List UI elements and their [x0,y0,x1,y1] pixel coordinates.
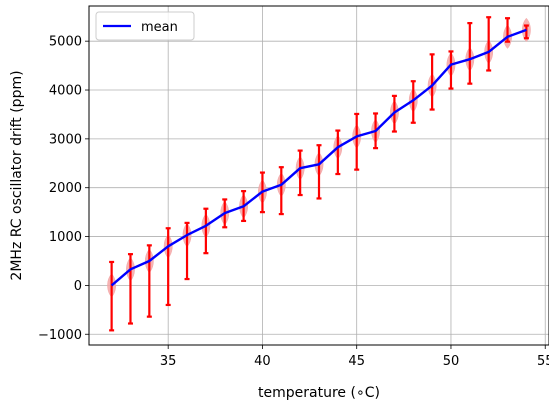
legend-label-mean: mean [141,20,178,35]
x-tick-label: 50 [443,354,460,369]
y-tick-label: 3000 [49,132,82,147]
x-tick-label: 35 [160,354,177,369]
y-tick-label: 1000 [49,230,82,245]
x-tick-label: 40 [254,354,271,369]
plot-area-frame [88,5,549,346]
mean-line [110,28,527,287]
y-tick-label: 0 [74,279,82,294]
x-axis-label: temperature (∘C) [258,385,380,401]
y-axis-label: 2MHz RC oscillator drift (ppm) [9,70,25,280]
line-layer [110,28,527,287]
tick-layer: 35 40 45 50 55 −1000 0 1000 2000 3000 4000 5000 [38,35,549,369]
y-tick-label: 2000 [49,181,82,196]
y-tick-label: 5000 [49,35,82,50]
y-tick-label: 4000 [49,84,82,99]
legend-box [95,11,195,41]
y-tick-label: −1000 [38,328,82,343]
x-tick-label: 55 [537,354,549,369]
x-tick-label: 45 [348,354,365,369]
legend: mean [95,11,195,41]
